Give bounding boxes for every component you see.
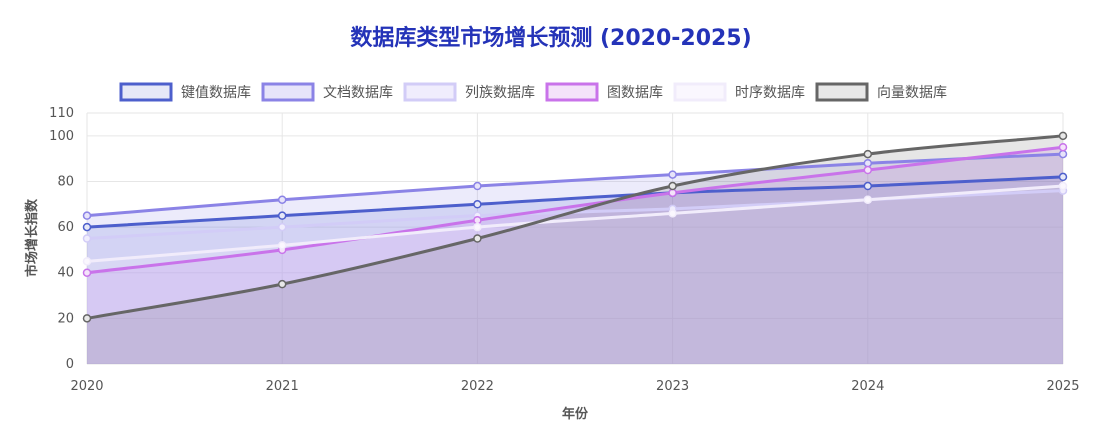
point-series-3-2020[interactable] [82, 268, 92, 277]
legend-label: 列族数据库 [465, 85, 535, 101]
y-tick-label: 110 [49, 106, 74, 121]
line-series-4[interactable] [86, 184, 1064, 263]
point-series-1-2025[interactable] [1058, 149, 1068, 159]
point-series-1-2022[interactable] [473, 181, 482, 191]
point-series-0-2021[interactable] [277, 211, 287, 220]
x-tick-label: 2025 [1046, 379, 1079, 394]
point-series-3-2022[interactable] [473, 215, 482, 225]
x-tick-label: 2021 [266, 379, 299, 394]
y-tick-label: 20 [57, 311, 74, 326]
legend-item-4[interactable]: 时序数据库 [673, 82, 805, 102]
point-series-5-2025[interactable] [1058, 131, 1068, 141]
y-axis-ticks: 0 20 40 60 80 100 110 [49, 106, 74, 372]
legend-swatch [673, 82, 727, 102]
y-tick-label: 80 [57, 174, 74, 189]
point-series-3-2023[interactable] [668, 188, 677, 198]
legend-label: 图数据库 [607, 85, 663, 101]
y-tick-label: 40 [57, 266, 74, 281]
legend-swatch [815, 82, 869, 102]
point-series-1-2020[interactable] [82, 211, 92, 220]
legend-item-0[interactable]: 键值数据库 [119, 82, 251, 102]
line-series-5[interactable] [86, 134, 1064, 320]
legend-item-2[interactable]: 列族数据库 [403, 82, 535, 102]
x-tick-label: 2023 [656, 379, 689, 394]
area-fill-series-4 [87, 186, 1063, 364]
point-series-5-2020[interactable] [82, 314, 92, 323]
y-tick-label: 60 [57, 220, 74, 235]
area-fill-series-1 [87, 154, 1063, 364]
legend-label: 时序数据库 [735, 85, 805, 101]
legend-item-1[interactable]: 文档数据库 [261, 82, 393, 102]
area-fill-series-5 [87, 135, 1063, 364]
point-series-0-2020[interactable] [82, 222, 92, 232]
legend-label: 向量数据库 [877, 85, 947, 101]
point-series-4-2025[interactable] [1058, 181, 1068, 191]
legend[interactable]: 键值数据库 文档数据库 列族数据库 图数据库 时序数据库 向量数据库 [119, 82, 947, 102]
y-axis-title: 市场增长指数 [24, 198, 40, 277]
point-series-5-2021[interactable] [277, 279, 287, 289]
point-series-3-2024[interactable] [863, 165, 873, 175]
point-series-1-2023[interactable] [668, 170, 677, 179]
y-tick-label: 0 [66, 357, 74, 372]
point-series-2-2020[interactable] [82, 234, 92, 243]
legend-swatch [119, 82, 173, 102]
line-series-1[interactable] [86, 152, 1064, 218]
point-series-5-2023[interactable] [668, 181, 677, 191]
x-tick-label: 2022 [461, 379, 494, 394]
legend-swatch [545, 82, 599, 102]
series-lines [86, 134, 1064, 320]
area-fill-series-2 [87, 190, 1063, 364]
x-tick-label: 2020 [70, 379, 103, 394]
x-axis-title: 年份 [562, 406, 589, 422]
point-series-5-2024[interactable] [863, 149, 873, 159]
line-series-3[interactable] [86, 145, 1064, 275]
point-series-0-2022[interactable] [473, 200, 482, 209]
legend-label: 键值数据库 [181, 85, 251, 101]
y-tick-label: 100 [49, 129, 74, 144]
legend-label: 文档数据库 [323, 85, 393, 101]
point-series-1-2021[interactable] [277, 195, 287, 204]
point-series-0-2024[interactable] [863, 181, 873, 191]
point-series-2-2021[interactable] [277, 222, 287, 232]
line-series-0[interactable] [86, 175, 1064, 229]
legend-swatch [403, 82, 457, 102]
point-series-1-2024[interactable] [863, 158, 873, 168]
point-series-0-2025[interactable] [1058, 172, 1068, 182]
point-series-4-2023[interactable] [668, 209, 677, 218]
point-series-3-2025[interactable] [1058, 142, 1068, 152]
legend-item-3[interactable]: 图数据库 [545, 82, 663, 102]
point-series-4-2020[interactable] [82, 257, 92, 266]
chart-title: 数据库类型市场增长预测 (2020-2025) [350, 25, 751, 51]
x-tick-label: 2024 [851, 379, 884, 394]
x-axis-ticks: 2020 2021 2022 2023 2024 2025 [70, 379, 1079, 394]
point-series-4-2022[interactable] [473, 222, 482, 232]
legend-swatch [261, 82, 315, 102]
data-points [82, 131, 1068, 323]
point-series-4-2024[interactable] [863, 195, 873, 204]
legend-item-5[interactable]: 向量数据库 [815, 82, 947, 102]
point-series-5-2022[interactable] [473, 234, 482, 243]
point-series-4-2021[interactable] [277, 241, 287, 250]
